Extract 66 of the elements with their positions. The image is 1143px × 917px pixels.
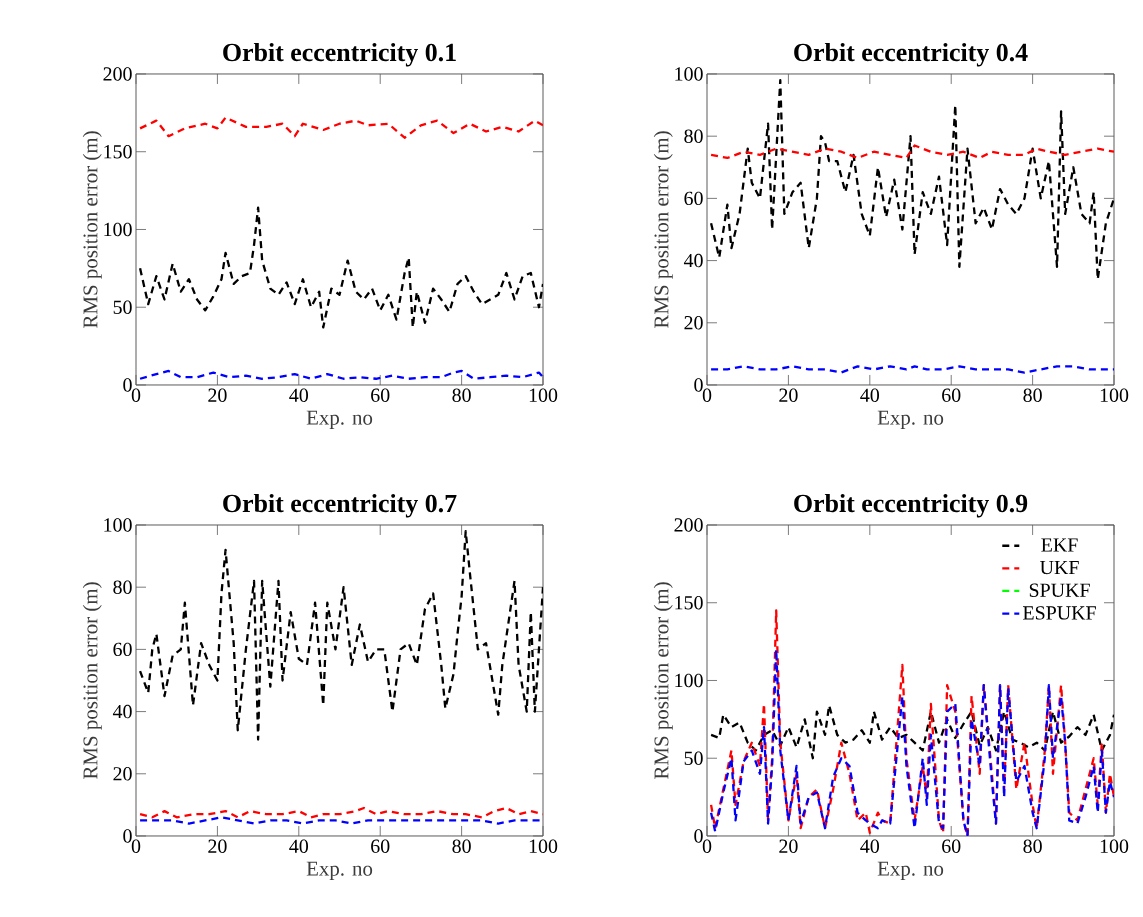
x-tick-label: 80: [1023, 388, 1042, 402]
y-tick-label: 40: [112, 704, 132, 719]
x-tick-label: 20: [779, 388, 798, 402]
x-tick-label: 40: [860, 388, 880, 402]
line-series: [138, 806, 544, 819]
x-tick-label: 80: [452, 839, 471, 853]
x-tick-label: 100: [1100, 388, 1129, 402]
chart-title: Orbit eccentricity 0.7: [223, 493, 457, 518]
y-axis-title: RMS position error (m): [82, 582, 102, 779]
x-tick-label: 100: [1100, 839, 1129, 853]
line-series: [709, 79, 1115, 281]
x-tick-label: 40: [289, 839, 309, 853]
x-tick-label: 60: [371, 388, 390, 402]
x-tick-label: 80: [1023, 839, 1042, 853]
y-tick-label: 80: [113, 580, 132, 594]
y-tick-label: 100: [675, 673, 703, 688]
chart-title: Orbit eccentricity 0.9: [794, 493, 1028, 518]
x-tick-label: 80: [452, 388, 471, 402]
y-tick-label: 100: [104, 222, 132, 237]
line-series: [138, 206, 544, 329]
y-tick-label: 50: [113, 300, 132, 314]
y-tick-label: 100: [675, 67, 703, 81]
y-tick-label: 0: [123, 378, 132, 392]
y-tick-label: 0: [694, 829, 703, 843]
y-axis-title: RMS position error (m): [82, 131, 102, 328]
x-tick-label: 40: [860, 839, 880, 853]
x-axis-title: Exp. no: [877, 410, 944, 429]
legend-label: ESPUKF: [1023, 606, 1096, 620]
x-tick-label: 20: [208, 388, 227, 402]
y-tick-label: 200: [103, 67, 132, 81]
line-series: [709, 704, 1115, 760]
y-tick-label: 150: [675, 596, 703, 610]
y-tick-label: 20: [113, 767, 132, 781]
y-tick-label: 100: [104, 518, 132, 532]
chart-title: Orbit eccentricity 0.4: [794, 42, 1028, 67]
line-series: [138, 369, 544, 380]
y-tick-label: 80: [684, 129, 703, 143]
x-axis-title: Exp. no: [877, 861, 944, 880]
x-tick-label: 20: [779, 839, 798, 853]
x-axis-title: Exp. no: [306, 410, 373, 429]
x-tick-label: 60: [942, 388, 961, 402]
line-series: [709, 648, 1115, 836]
y-tick-label: 60: [113, 642, 132, 657]
y-tick-label: 150: [104, 145, 132, 159]
x-tick-label: 40: [289, 388, 309, 402]
y-tick-label: 200: [674, 518, 703, 532]
y-axis-title: RMS position error (m): [653, 131, 673, 328]
y-tick-label: 0: [123, 829, 132, 843]
x-tick-label: 20: [208, 839, 227, 853]
chart-title: Orbit eccentricity 0.1: [223, 42, 456, 67]
y-axis-title: RMS position error (m): [653, 582, 673, 779]
x-tick-label: 100: [529, 839, 558, 853]
x-axis-title: Exp. no: [306, 861, 373, 880]
y-tick-label: 50: [684, 751, 703, 765]
legend-label: EKF: [1041, 538, 1078, 552]
line-series: [138, 116, 544, 139]
y-tick-label: 60: [684, 191, 703, 206]
legend-label: UKF: [1040, 561, 1079, 575]
y-tick-label: 40: [683, 253, 703, 268]
y-tick-label: 20: [684, 316, 703, 330]
y-tick-label: 0: [694, 378, 703, 392]
x-tick-label: 60: [942, 839, 961, 853]
x-tick-label: 100: [529, 388, 558, 402]
legend-label: SPUKF: [1029, 583, 1090, 597]
x-tick-label: 60: [371, 839, 390, 853]
line-series: [138, 530, 544, 741]
